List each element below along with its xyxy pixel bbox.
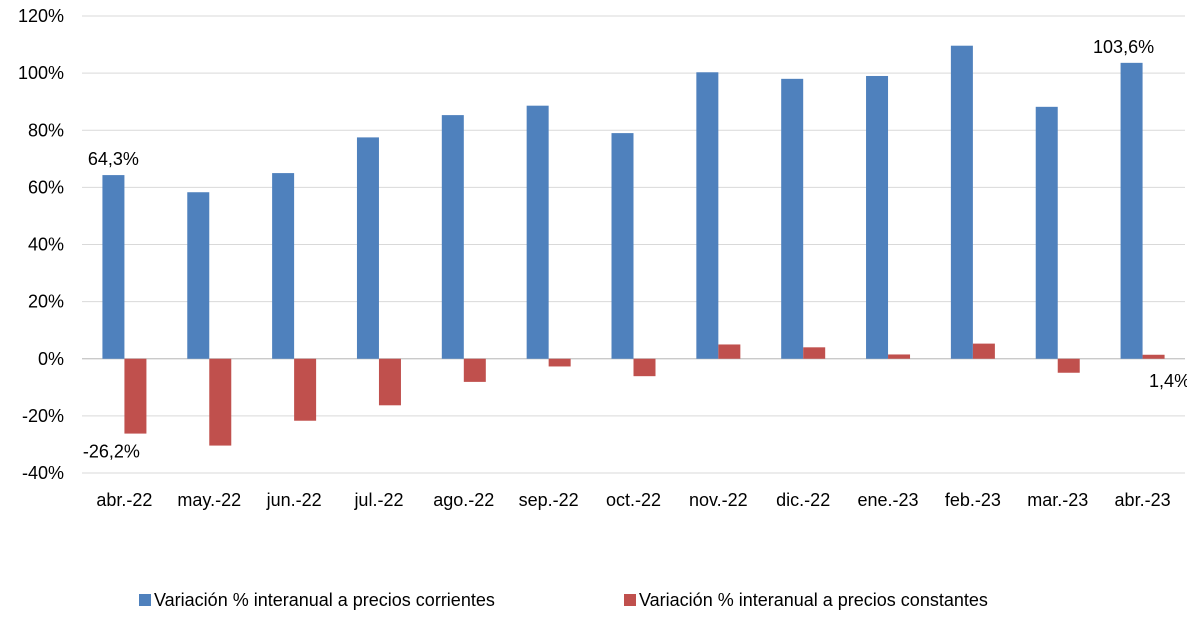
- y-tick-label: 0%: [38, 349, 64, 369]
- x-tick-label: oct.-22: [606, 490, 661, 510]
- bar-corrientes: [102, 175, 125, 359]
- bar-corrientes: [272, 173, 295, 359]
- bar-constantes: [548, 358, 571, 367]
- bar-corrientes: [950, 45, 973, 359]
- bar-constantes: [888, 354, 911, 359]
- legend-label-corrientes: Variación % interanual a precios corrien…: [154, 590, 495, 610]
- data-label: -26,2%: [83, 442, 140, 462]
- y-tick-label: 120%: [18, 6, 64, 26]
- y-tick-label: -20%: [22, 406, 64, 426]
- y-tick-label: 80%: [28, 120, 64, 140]
- bar-constantes: [1057, 358, 1080, 373]
- bar-constantes: [378, 358, 401, 406]
- data-labels: 64,3% -26,2% 103,6% 1,4%: [83, 37, 1187, 462]
- bar-corrientes: [611, 133, 634, 359]
- legend-swatch-corrientes: [139, 594, 151, 606]
- y-tick-label: 100%: [18, 63, 64, 83]
- bar-constantes: [972, 343, 995, 359]
- bar-constantes: [803, 347, 826, 359]
- bar-corrientes: [781, 78, 804, 359]
- bar-corrientes: [1035, 106, 1058, 359]
- bar-corrientes: [696, 72, 719, 359]
- x-tick-label: sep.-22: [519, 490, 579, 510]
- x-tick-label: dic.-22: [776, 490, 830, 510]
- x-tick-label: mar.-23: [1027, 490, 1088, 510]
- bar-constantes: [124, 358, 147, 434]
- legend-label-constantes: Variación % interanual a precios constan…: [639, 590, 988, 610]
- bar-corrientes: [356, 137, 379, 359]
- bar-corrientes: [866, 75, 889, 359]
- x-tick-label: nov.-22: [689, 490, 748, 510]
- bar-constantes: [718, 344, 741, 359]
- x-tick-label: jul.-22: [353, 490, 403, 510]
- y-tick-label: -40%: [22, 463, 64, 483]
- bar-corrientes: [1120, 62, 1143, 359]
- bar-corrientes: [187, 192, 210, 359]
- x-tick-label: abr.-23: [1115, 490, 1171, 510]
- x-tick-label: jun.-22: [266, 490, 322, 510]
- bar-constantes: [1142, 354, 1165, 359]
- y-tick-label: 20%: [28, 292, 64, 312]
- legend: Variación % interanual a precios corrien…: [139, 590, 988, 610]
- data-label: 103,6%: [1093, 37, 1154, 57]
- bar-constantes: [209, 358, 232, 446]
- legend-swatch-constantes: [624, 594, 636, 606]
- bar-constantes: [633, 358, 656, 377]
- bar-constantes: [463, 358, 486, 382]
- bar-corrientes: [441, 115, 464, 359]
- bars: [102, 45, 1165, 446]
- data-label: 64,3%: [88, 149, 139, 169]
- x-tick-label: feb.-23: [945, 490, 1001, 510]
- bar-corrientes: [526, 105, 549, 359]
- x-tick-label: may.-22: [177, 490, 241, 510]
- data-label: 1,4%: [1149, 371, 1187, 391]
- y-tick-label: 40%: [28, 235, 64, 255]
- x-tick-label: ago.-22: [433, 490, 494, 510]
- x-tick-label: abr.-22: [96, 490, 152, 510]
- x-tick-label: ene.-23: [858, 490, 919, 510]
- y-tick-label: 60%: [28, 177, 64, 197]
- bar-constantes: [294, 358, 317, 421]
